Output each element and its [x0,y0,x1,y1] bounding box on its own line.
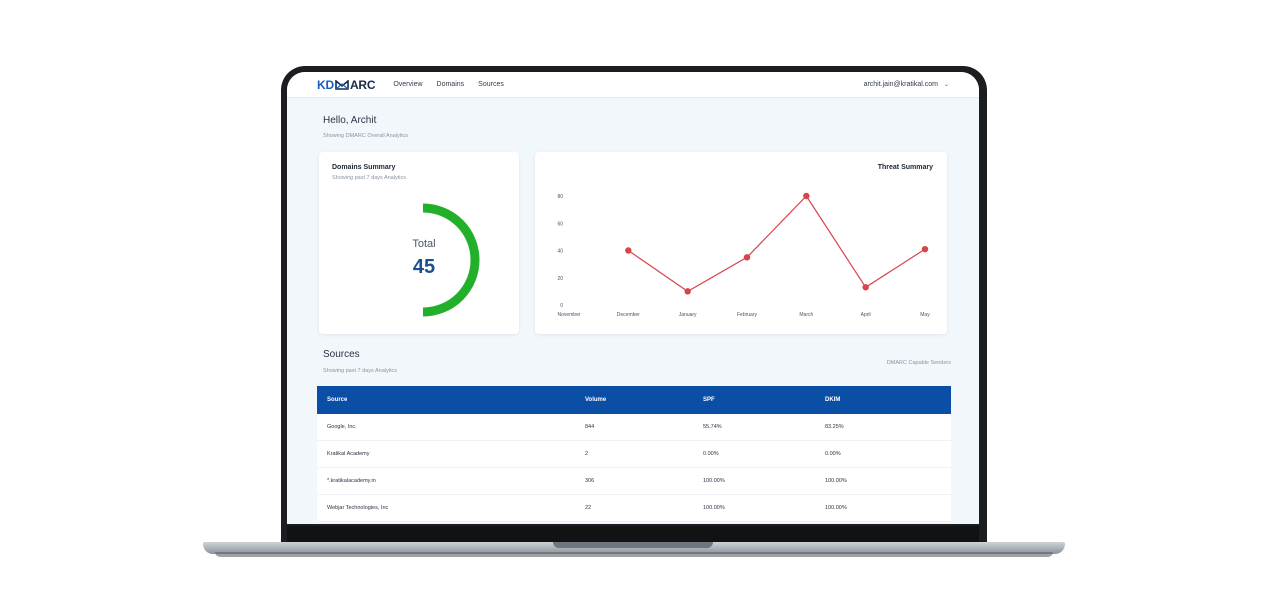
cell-spf: 55.74% [703,424,722,430]
cell-volume: 844 [585,424,595,430]
sources-title: Sources [323,349,360,360]
cell-source: Webjar Technologies, Inc [327,505,389,511]
nav-links: Overview Domains Sources [393,81,504,88]
domains-summary-title: Domains Summary [332,164,396,171]
x-tick-label: November [557,312,580,318]
y-tick-label: 40 [557,249,563,255]
chevron-down-icon: ⌄ [943,82,949,88]
y-tick-label: 80 [557,194,563,200]
nav-overview[interactable]: Overview [393,81,423,88]
x-tick-label: March [799,312,813,318]
cell-spf: 0.00% [703,451,719,457]
cell-volume: 306 [585,478,595,484]
user-menu[interactable]: archit.jain@kratikal.com ⌄ [864,81,949,88]
column-header-volume[interactable]: Volume [585,397,607,403]
cell-volume: 22 [585,505,592,511]
cell-spf: 100.00% [703,478,725,484]
column-header-spf[interactable]: SPF [703,397,715,403]
data-point[interactable] [625,247,632,254]
cell-dkim: 0.00% [825,451,841,457]
threat-summary-card: Threat Summary 0 20 40 60 80 November December… [535,152,947,334]
data-point[interactable] [921,245,929,253]
logo-right-text: ARC [349,77,376,92]
laptop-shadow [215,552,1053,557]
data-point[interactable] [803,192,810,200]
top-navbar: KD ARC Overview Domains Sources archit.j… [287,72,979,98]
threat-line-chart: 0 20 40 60 80 November December January February… [557,192,930,318]
cell-source: Google, Inc. [327,424,357,430]
cell-source: *.kratikalacademy.in [327,478,376,484]
nav-sources[interactable]: Sources [478,81,504,88]
x-tick-label: January [679,312,697,318]
laptop-chin [287,526,979,542]
domains-summary-subtitle: Showing past 7 days Analytics [332,175,406,181]
domains-summary-card: Domains Summary Showing past 7 days Anal… [319,152,519,334]
cell-dkim: 100.00% [825,505,847,511]
logo-left-text: KD [317,77,334,92]
brand-logo[interactable]: KD ARC [317,77,376,92]
nav-domains[interactable]: Domains [436,81,465,88]
x-tick-label: December [617,312,640,318]
greeting-title: Hello, Archit [323,115,377,126]
x-tick-label: April [861,312,871,318]
cell-source: Kratikal Academy [327,451,370,457]
table-header: Source Volume SPF DKIM [317,386,951,414]
gauge-arc [422,203,480,317]
domains-gauge [422,203,480,317]
cell-dkim: 100.00% [825,478,847,484]
table-row[interactable]: Webjar Technologies, Inc 22 100.00% 100.… [317,495,951,522]
logo-mark-icon [335,79,349,90]
y-tick-label: 60 [557,221,563,227]
series-line [627,195,926,293]
x-tick-label: May [920,312,930,318]
table-row[interactable]: Kratikal Academy 2 0.00% 0.00% [317,441,951,468]
column-header-dkim[interactable]: DKIM [825,397,841,403]
y-tick-label: 20 [557,276,563,282]
sources-table: Source Volume SPF DKIM Google, Inc. 844 … [317,386,951,522]
column-header-source[interactable]: Source [327,397,348,403]
app-screen: KD ARC Overview Domains Sources archit.j… [287,72,979,524]
sources-filter-note[interactable]: DMARC Capable Senders [886,360,951,366]
data-point[interactable] [684,288,691,295]
gauge-label: Total [412,238,436,250]
cell-spf: 100.00% [703,505,725,511]
table-row[interactable]: *.kratikalacademy.in 306 100.00% 100.00% [317,468,951,495]
cell-dkim: 83.25% [825,424,844,430]
data-point[interactable] [862,284,869,291]
gauge-value: 45 [412,256,436,278]
data-point[interactable] [743,254,751,261]
user-email: archit.jain@kratikal.com [863,81,938,88]
x-tick-label: February [737,312,758,318]
laptop-base-notch [553,542,713,548]
table-row[interactable]: Google, Inc. 844 55.74% 83.25% [317,414,951,441]
sources-subtitle: Showing past 7 days Analytics [323,368,397,374]
y-tick-label: 0 [560,303,563,309]
threat-summary-title: Threat Summary [877,164,933,171]
greeting-subtitle: Showing DMARC Overall Analytics [323,133,408,139]
cell-volume: 2 [585,451,589,457]
laptop-base [203,542,1065,554]
